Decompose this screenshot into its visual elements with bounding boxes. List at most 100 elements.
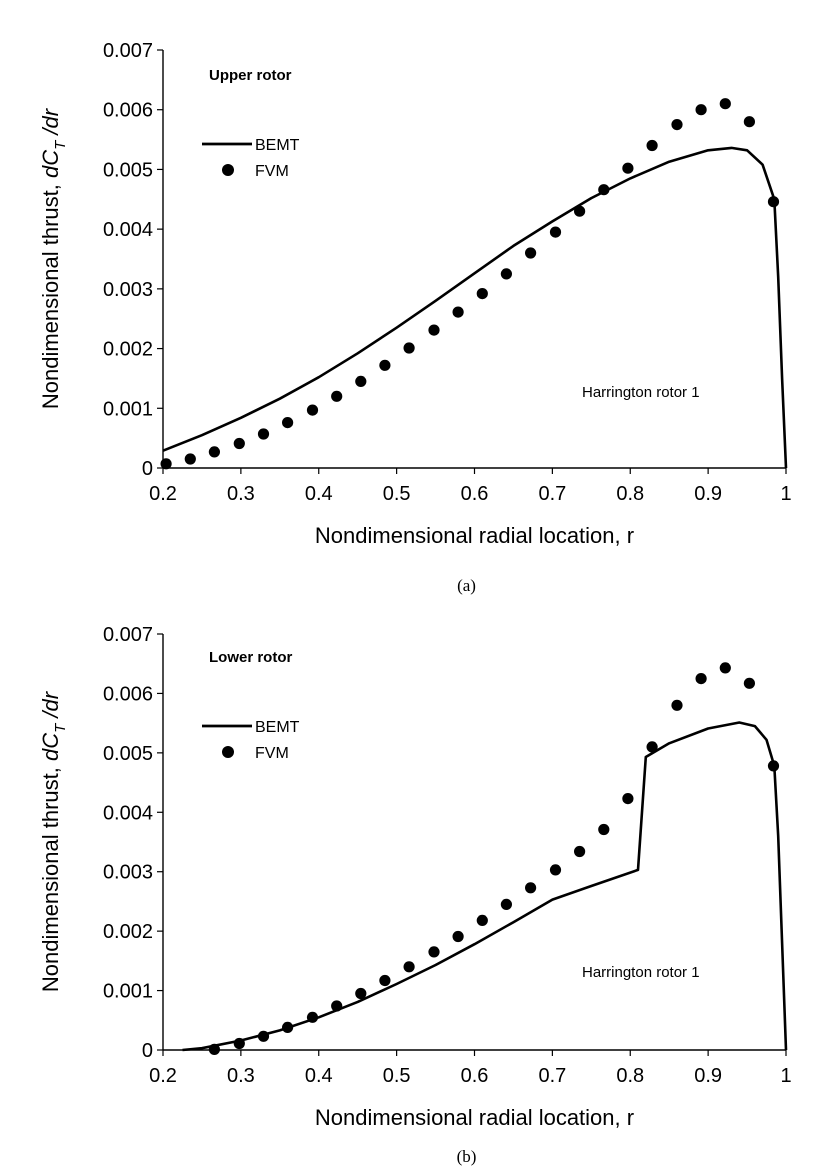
data-point-fvm (428, 946, 440, 958)
data-point-fvm (525, 247, 537, 259)
panel-title: Lower rotor (209, 649, 292, 666)
y-tick-label: 0.007 (103, 40, 153, 62)
ticks: 0.2 0.3 0.4 0.5 0.6 0.7 0.8 0.9 1 0 0.001 0.002 0.00… (103, 40, 792, 505)
data-point-fvm (306, 404, 319, 416)
panel-title: Upper rotor (209, 67, 292, 84)
y-tick-label: 0 (142, 1040, 153, 1062)
y-tick-label: 0.007 (103, 624, 153, 646)
data-point-fvm (598, 823, 610, 836)
caption: (a) (457, 576, 476, 595)
data-point-fvm (208, 1043, 220, 1055)
data-point-fvm (331, 1000, 343, 1012)
legend-label: FVM (255, 745, 289, 762)
x-tick-label: 0.8 (616, 483, 644, 505)
data-point-fvm (622, 793, 634, 805)
data-point-fvm (379, 974, 391, 987)
upper-rotor-chart: 0.2 0.3 0.4 0.5 0.6 0.7 0.8 0.9 1 0 0.001 0.002 0.00… (38, 40, 792, 595)
y-tick-label: 0.004 (103, 802, 153, 824)
x-tick-label: 0.9 (694, 1065, 722, 1087)
axes (162, 50, 786, 469)
x-tick-label: 0.9 (694, 483, 722, 505)
data-point-fvm (646, 741, 658, 753)
x-tick-label: 0.6 (461, 1065, 489, 1087)
data-point-fvm (379, 359, 391, 371)
x-tick-label: 1 (780, 1065, 791, 1087)
legend: BEMT FVM (202, 719, 300, 762)
data-point-fvm (257, 1030, 270, 1042)
y-tick-label: 0.006 (103, 683, 153, 705)
data-point-fvm (355, 375, 367, 387)
data-point-fvm (500, 898, 512, 911)
x-tick-label: 0.3 (227, 483, 255, 505)
ticks: 0.2 0.3 0.4 0.5 0.6 0.7 0.8 0.9 1 0 0.001 0.002 0.00… (103, 624, 792, 1087)
x-tick-label: 0.6 (461, 483, 489, 505)
data-point-fvm (306, 1011, 319, 1023)
y-tick-label: 0.003 (103, 279, 153, 301)
data-point-fvm (257, 428, 270, 440)
data-point-fvm (500, 268, 512, 280)
annotation: Harrington rotor 1 (582, 964, 700, 981)
data-point-fvm (671, 699, 683, 711)
x-tick-label: 0.2 (149, 483, 177, 505)
series-group (160, 98, 788, 470)
data-point-fvm (476, 914, 488, 927)
x-tick-label: 0.7 (538, 483, 566, 505)
legend-label: BEMT (255, 719, 300, 736)
data-point-fvm (549, 226, 562, 238)
data-point-fvm (452, 306, 464, 318)
axes (162, 634, 786, 1051)
data-point-fvm (574, 205, 586, 217)
data-point-fvm (767, 196, 780, 208)
y-tick-label: 0.005 (103, 743, 153, 765)
x-axis-title: Nondimensional radial location, r (315, 523, 634, 548)
x-tick-label: 0.7 (538, 1065, 566, 1087)
data-point-fvm (160, 458, 172, 470)
data-point-fvm (184, 453, 196, 465)
y-axis-title: Nondimensional thrust, dCT /dr (38, 107, 69, 409)
y-axis-title: Nondimensional thrust, dCT /dr (38, 690, 69, 992)
data-point-fvm (525, 882, 537, 894)
data-point-fvm (282, 417, 294, 429)
caption: (b) (457, 1147, 477, 1166)
data-point-fvm (282, 1021, 294, 1033)
legend-marker-swatch (222, 164, 234, 176)
data-point-fvm (452, 930, 464, 943)
data-point-fvm (574, 845, 586, 858)
data-point-fvm (719, 662, 731, 674)
data-point-fvm (719, 98, 731, 110)
data-point-fvm (355, 987, 367, 1000)
x-tick-label: 0.5 (383, 483, 411, 505)
x-tick-label: 0.2 (149, 1065, 177, 1087)
data-point-fvm (743, 116, 756, 128)
data-point-fvm (646, 139, 658, 152)
data-point-fvm (598, 184, 610, 196)
y-tick-label: 0.001 (103, 398, 153, 420)
x-tick-label: 0.8 (616, 1065, 644, 1087)
x-tick-label: 0.4 (305, 483, 333, 505)
data-point-fvm (403, 342, 415, 354)
series-line-bemt (162, 146, 788, 469)
series-group (182, 662, 788, 1055)
data-point-fvm (476, 288, 488, 300)
data-point-fvm (208, 446, 220, 458)
y-tick-label: 0.006 (103, 100, 153, 122)
y-tick-label: 0.005 (103, 159, 153, 181)
x-tick-label: 0.5 (383, 1065, 411, 1087)
x-tick-label: 1 (780, 483, 791, 505)
lower-rotor-chart: 0.2 0.3 0.4 0.5 0.6 0.7 0.8 0.9 1 0 0.001 0.002 0.00… (38, 624, 792, 1166)
y-tick-label: 0 (142, 458, 153, 480)
legend-label: FVM (255, 163, 289, 180)
legend: BEMT FVM (202, 137, 300, 180)
y-tick-label: 0.001 (103, 981, 153, 1003)
y-tick-label: 0.002 (103, 339, 153, 361)
legend-marker-swatch (222, 746, 234, 758)
y-tick-label: 0.002 (103, 921, 153, 943)
x-axis-title: Nondimensional radial location, r (315, 1105, 634, 1130)
data-point-fvm (549, 864, 562, 876)
legend-label: BEMT (255, 137, 300, 154)
data-point-fvm (695, 673, 707, 685)
data-point-fvm (403, 961, 415, 973)
y-tick-label: 0.003 (103, 862, 153, 884)
data-point-fvm (622, 162, 634, 174)
